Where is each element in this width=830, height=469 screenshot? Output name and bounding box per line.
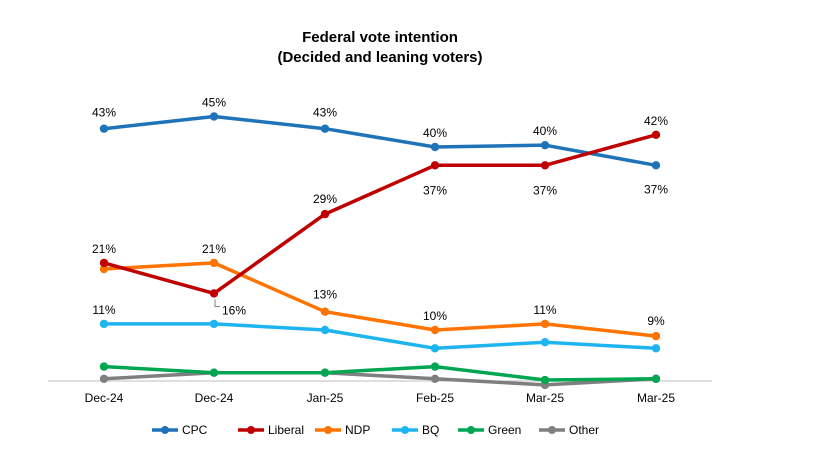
legend-marker-ndp — [324, 426, 332, 434]
data-label-bq: 11% — [92, 303, 115, 317]
leader-line — [214, 299, 220, 307]
data-point-bq — [209, 319, 219, 329]
data-point-green — [99, 362, 109, 371]
data-point-ndp — [99, 264, 109, 274]
data-label-liberal: 42% — [644, 114, 668, 128]
data-point-cpc — [651, 161, 661, 170]
chart-subtitle: (Decided and leaning voters) — [277, 49, 483, 66]
data-point-liberal — [320, 209, 330, 219]
data-label-ndp: 10% — [423, 309, 447, 323]
legend-marker-other — [548, 426, 556, 434]
x-tick-label: Mar-25 — [526, 391, 564, 405]
data-point-cpc — [209, 112, 219, 121]
data-label-cpc: 43% — [92, 106, 116, 120]
data-label-liberal: 16% — [222, 303, 246, 317]
x-tick-label: Feb-25 — [416, 391, 454, 405]
data-point-green — [430, 362, 440, 371]
data-point-ndp — [320, 307, 330, 316]
data-label-liberal: 29% — [313, 192, 337, 206]
data-label-liberal: 37% — [533, 183, 557, 197]
series-line-other — [102, 370, 658, 387]
data-point-ndp — [651, 331, 661, 341]
data-label-ndp: 21% — [202, 242, 226, 256]
data-point-liberal — [99, 258, 109, 268]
data-label-liberal: 21% — [92, 242, 116, 256]
legend-label-ndp: NDP — [345, 423, 370, 437]
data-label-ndp: 11% — [533, 303, 556, 317]
chart-title: Federal vote intention — [302, 29, 458, 46]
legend-marker-green — [467, 426, 475, 434]
data-point-liberal — [540, 161, 550, 170]
legend-label-cpc: CPC — [182, 423, 208, 437]
data-point-green — [651, 374, 661, 383]
legend-marker-cpc — [161, 426, 169, 434]
data-point-other — [99, 374, 109, 383]
data-point-ndp — [540, 319, 550, 329]
data-point-liberal — [651, 130, 661, 139]
series-line-cpc — [102, 114, 658, 168]
data-label-cpc: 45% — [202, 96, 226, 110]
data-point-liberal — [209, 289, 219, 298]
data-point-bq — [320, 325, 330, 335]
x-tick-label: Dec-24 — [85, 391, 124, 405]
series-line-ndp — [102, 261, 658, 338]
series-line-green — [102, 364, 658, 382]
data-point-bq — [430, 344, 440, 353]
series-line-liberal — [102, 133, 658, 296]
series-line-bq — [102, 322, 658, 351]
data-point-bq — [651, 344, 661, 353]
x-tick-label: Mar-25 — [637, 391, 675, 405]
data-point-ndp — [209, 258, 219, 268]
legend-label-green: Green — [488, 423, 521, 437]
data-point-cpc — [540, 140, 550, 150]
data-label-cpc: 43% — [313, 106, 337, 120]
data-point-cpc — [430, 142, 440, 152]
legend-marker-liberal — [247, 426, 255, 434]
legend-label-other: Other — [569, 423, 599, 437]
data-label-cpc: 37% — [644, 182, 668, 196]
x-tick-label: Jan-25 — [307, 391, 344, 405]
legend-label-liberal: Liberal — [268, 423, 304, 437]
data-point-green — [209, 368, 219, 377]
data-label-liberal: 37% — [423, 183, 447, 197]
data-point-ndp — [430, 325, 440, 335]
data-point-other — [430, 374, 440, 383]
data-point-green — [540, 375, 550, 385]
data-label-cpc: 40% — [533, 124, 557, 138]
data-label-cpc: 40% — [423, 126, 447, 140]
data-label-ndp: 13% — [313, 288, 337, 302]
data-point-green — [320, 368, 330, 377]
data-point-bq — [99, 319, 109, 329]
legend-label-bq: BQ — [422, 423, 439, 437]
data-point-bq — [540, 338, 550, 347]
legend-marker-bq — [401, 426, 409, 434]
data-label-ndp: 9% — [647, 314, 665, 328]
chart-title-block: Federal vote intention (Decided and lean… — [0, 28, 760, 68]
x-tick-label: Dec-24 — [195, 391, 234, 405]
data-point-cpc — [320, 124, 330, 133]
data-point-liberal — [430, 161, 440, 170]
data-point-cpc — [99, 124, 109, 133]
